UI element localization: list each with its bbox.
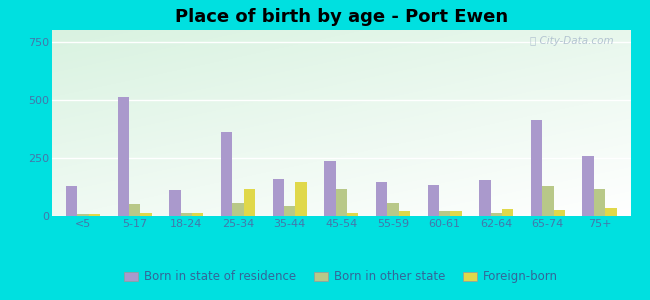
Text: ⓘ City-Data.com: ⓘ City-Data.com bbox=[530, 36, 613, 46]
Bar bbox=[387, 203, 398, 216]
Bar bbox=[450, 211, 462, 216]
Bar bbox=[192, 212, 203, 216]
Bar bbox=[439, 211, 450, 216]
Bar bbox=[232, 203, 244, 216]
Bar bbox=[221, 132, 232, 216]
Bar bbox=[491, 212, 502, 216]
Bar bbox=[324, 161, 335, 216]
Bar bbox=[582, 155, 594, 216]
Bar bbox=[531, 119, 542, 216]
Bar bbox=[244, 189, 255, 216]
Bar bbox=[88, 214, 100, 216]
Bar bbox=[347, 212, 358, 216]
Bar bbox=[140, 212, 151, 216]
Bar bbox=[181, 212, 192, 216]
Bar bbox=[594, 189, 605, 216]
Bar bbox=[502, 209, 514, 216]
Bar bbox=[118, 98, 129, 216]
Bar bbox=[129, 204, 140, 216]
Bar bbox=[376, 182, 387, 216]
Bar bbox=[605, 208, 617, 216]
Bar bbox=[479, 180, 491, 216]
Bar bbox=[335, 189, 347, 216]
Bar bbox=[284, 206, 295, 216]
Bar bbox=[554, 210, 565, 216]
Bar bbox=[398, 211, 410, 216]
Legend: Born in state of residence, Born in other state, Foreign-born: Born in state of residence, Born in othe… bbox=[120, 266, 563, 288]
Bar bbox=[295, 182, 307, 216]
Bar bbox=[428, 184, 439, 216]
Title: Place of birth by age - Port Ewen: Place of birth by age - Port Ewen bbox=[175, 8, 508, 26]
Bar bbox=[77, 214, 88, 216]
Bar bbox=[272, 179, 284, 216]
Bar bbox=[542, 186, 554, 216]
Bar bbox=[169, 190, 181, 216]
Bar bbox=[66, 186, 77, 216]
